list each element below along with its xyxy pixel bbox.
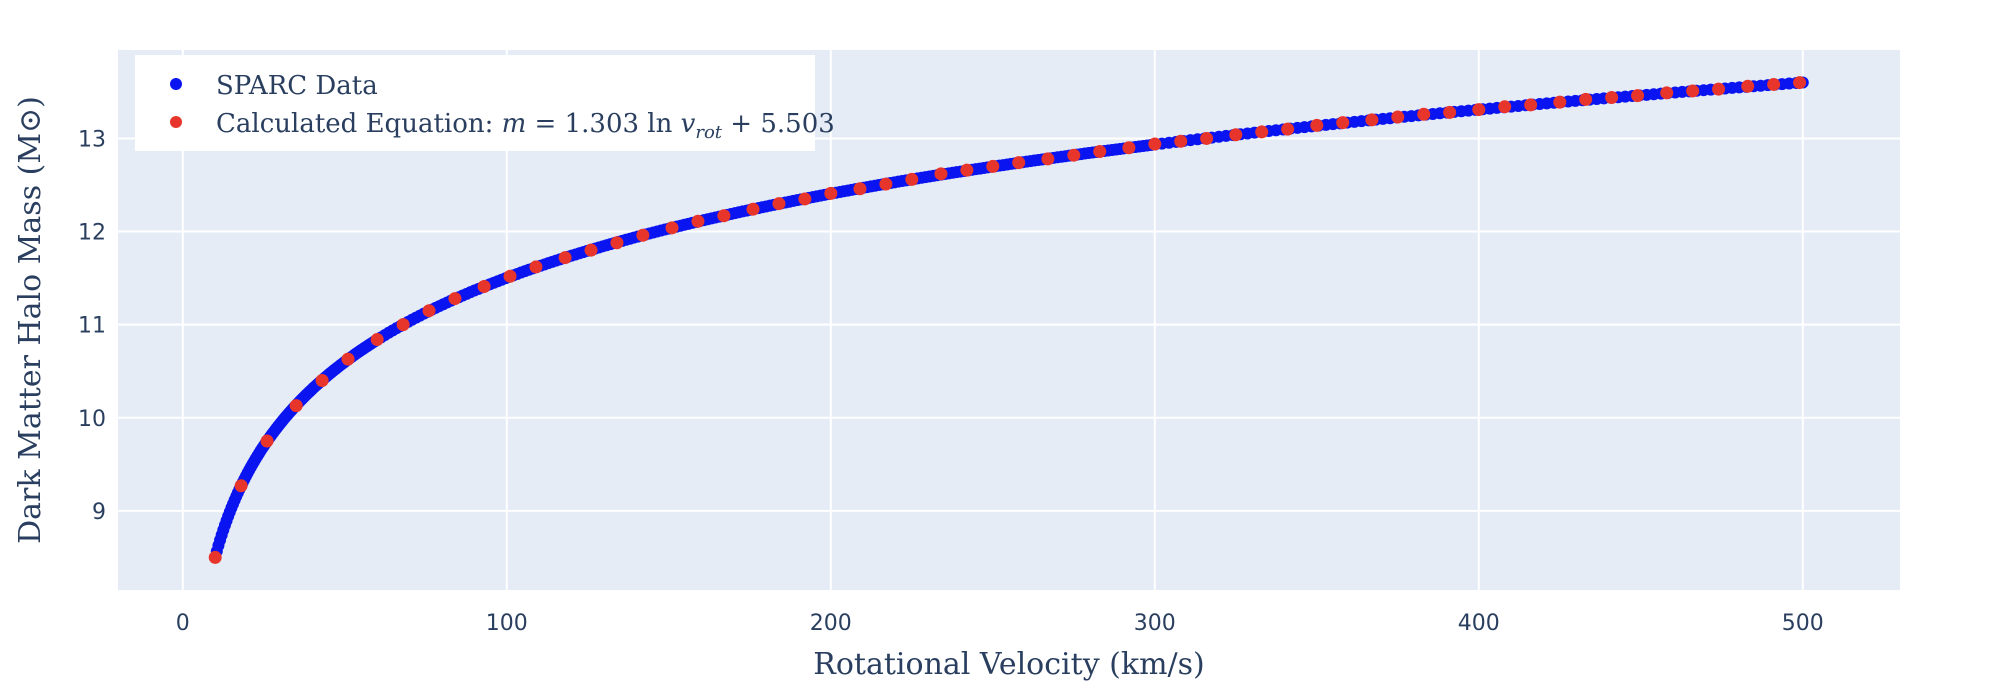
calculated-point	[665, 221, 679, 235]
calculated-point	[422, 304, 436, 318]
calculated-point	[1793, 76, 1807, 90]
calculated-point	[1660, 86, 1674, 100]
calculated-point	[1712, 82, 1726, 96]
calculated-point	[1174, 134, 1188, 148]
y-tick-label: 11	[78, 314, 106, 339]
calculated-point	[1767, 77, 1781, 91]
calculated-point	[798, 192, 812, 206]
calculated-point	[1443, 105, 1457, 119]
y-axis-title: Dark Matter Halo Mass (M⊙)	[13, 96, 48, 544]
calculated-point	[905, 172, 919, 186]
calculated-point	[503, 269, 517, 283]
calculated-point	[477, 279, 491, 293]
calculated-point	[960, 163, 974, 177]
calculated-point	[1417, 107, 1431, 121]
calculated-point	[879, 177, 893, 191]
legend-calc-sub: rot	[695, 122, 722, 143]
calculated-point	[1631, 89, 1645, 103]
calculated-equation-series	[208, 76, 1807, 564]
legend-calc-tail: + 5.503	[722, 109, 835, 139]
calculated-point	[691, 214, 705, 228]
calculated-point	[1336, 116, 1350, 130]
calculated-point	[853, 182, 867, 196]
calculated-point	[1686, 84, 1700, 98]
x-tick-label: 400	[1458, 611, 1500, 636]
legend-calc-v: v	[681, 109, 696, 139]
calculated-point	[1365, 113, 1379, 127]
legend-marker-calculated	[170, 116, 182, 128]
calculated-point	[1067, 148, 1081, 162]
calculated-point	[1524, 98, 1538, 112]
calculated-point	[1255, 125, 1269, 139]
calculated-point	[1741, 79, 1755, 93]
legend-calc-m: m	[502, 109, 527, 139]
x-axis-title: Rotational Velocity (km/s)	[813, 647, 1204, 682]
calculated-point	[1148, 137, 1162, 151]
calculated-point	[636, 228, 650, 242]
legend-calc-prefix: Calculated Equation:	[216, 109, 502, 139]
legend-box	[135, 55, 815, 151]
x-tick-label: 500	[1782, 611, 1824, 636]
calculated-point	[315, 374, 329, 388]
calculated-point	[1281, 122, 1295, 136]
legend-label-calculated: Calculated Equation: m = 1.303 ln vrot +…	[216, 109, 835, 143]
calculated-point	[746, 202, 760, 216]
calculated-point	[986, 159, 1000, 173]
y-tick-label: 9	[92, 500, 106, 525]
calculated-point	[772, 197, 786, 211]
calculated-point	[934, 167, 948, 181]
y-tick-label: 12	[78, 221, 106, 246]
calculated-point	[208, 550, 222, 564]
calculated-point	[1093, 144, 1107, 158]
calculated-point	[1472, 103, 1486, 117]
legend: SPARC Data Calculated Equation: m = 1.30…	[135, 55, 835, 151]
calculated-point	[1579, 92, 1593, 106]
calculated-point	[610, 236, 624, 250]
calculated-point	[1391, 110, 1405, 124]
calculated-point	[824, 186, 838, 200]
legend-label-sparc: SPARC Data	[216, 71, 378, 101]
calculated-point	[1122, 141, 1136, 155]
calculated-point	[1200, 131, 1214, 145]
calculated-point	[717, 209, 731, 223]
calculated-point	[1553, 95, 1567, 109]
x-tick-label: 300	[1134, 611, 1176, 636]
tick-labels: 0 100 200 300 400 500 9 10 11 12 13	[78, 127, 1824, 636]
calculated-point	[1229, 128, 1243, 142]
calculated-point	[529, 260, 543, 274]
calculated-point	[1041, 152, 1055, 166]
legend-marker-sparc	[170, 78, 182, 90]
x-tick-label: 200	[810, 611, 852, 636]
calculated-point	[584, 243, 598, 257]
calculated-point	[1605, 90, 1619, 104]
calculated-point	[1310, 118, 1324, 132]
calculated-point	[341, 352, 355, 366]
y-tick-label: 10	[78, 407, 106, 432]
calculated-point	[370, 333, 384, 347]
x-tick-label: 0	[176, 611, 190, 636]
calculated-point	[289, 399, 303, 413]
calculated-point	[234, 479, 248, 493]
calculated-point	[558, 251, 572, 265]
x-tick-label: 100	[486, 611, 528, 636]
legend-calc-eq: = 1.303 ln	[526, 109, 680, 139]
calculated-point	[1012, 156, 1026, 170]
calculated-point	[448, 292, 462, 306]
calculated-point	[260, 434, 274, 448]
calculated-point	[396, 318, 410, 332]
y-tick-label: 13	[78, 127, 106, 152]
calculated-point	[1498, 100, 1512, 114]
